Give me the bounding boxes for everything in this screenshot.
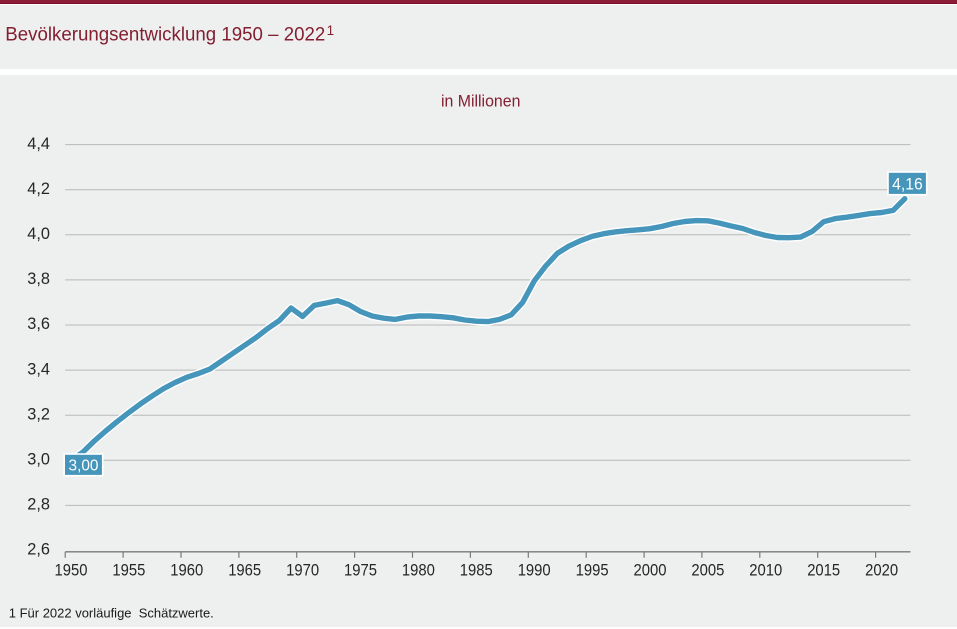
- svg-text:2005: 2005: [691, 561, 724, 580]
- svg-text:1980: 1980: [402, 561, 435, 580]
- svg-text:2000: 2000: [634, 561, 667, 580]
- svg-text:1975: 1975: [344, 561, 377, 580]
- svg-text:3,00: 3,00: [69, 458, 99, 475]
- svg-text:1955: 1955: [112, 561, 145, 580]
- svg-text:Bevölkerungsentwicklung 1950 –: Bevölkerungsentwicklung 1950 – 2022: [5, 25, 325, 46]
- svg-text:3,6: 3,6: [27, 314, 50, 333]
- svg-text:4,16: 4,16: [892, 175, 923, 193]
- svg-text:2015: 2015: [807, 561, 840, 580]
- svg-text:1965: 1965: [228, 561, 261, 580]
- svg-text:3,4: 3,4: [27, 359, 50, 378]
- svg-text:1990: 1990: [518, 561, 551, 580]
- svg-text:4,2: 4,2: [27, 179, 50, 198]
- svg-text:in Millionen: in Millionen: [441, 92, 520, 111]
- svg-text:4,0: 4,0: [27, 224, 50, 243]
- svg-text:2020: 2020: [865, 561, 898, 580]
- svg-text:3,2: 3,2: [27, 404, 50, 423]
- svg-text:2,8: 2,8: [27, 495, 50, 514]
- svg-text:1960: 1960: [170, 561, 203, 580]
- svg-text:1 Für 2022 vorläufige Schätzw: 1 Für 2022 vorläufige Schätzwerte.: [9, 605, 214, 620]
- svg-text:1970: 1970: [286, 561, 319, 580]
- svg-text:2,6: 2,6: [27, 540, 50, 559]
- svg-text:1995: 1995: [576, 561, 609, 580]
- svg-text:2010: 2010: [749, 561, 782, 580]
- svg-text:4,4: 4,4: [27, 134, 50, 153]
- svg-text:1950: 1950: [55, 561, 88, 580]
- svg-text:3,0: 3,0: [27, 450, 50, 469]
- svg-text:1: 1: [327, 23, 335, 38]
- svg-text:1985: 1985: [460, 561, 493, 580]
- svg-text:3,8: 3,8: [27, 269, 50, 288]
